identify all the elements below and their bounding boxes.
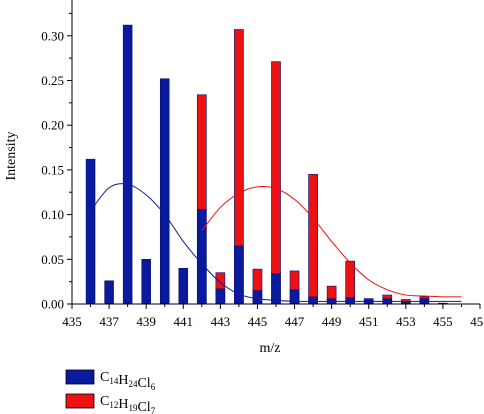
y-tick-label: 0.20	[41, 118, 64, 133]
legend-label-1: C12H19Cl7	[100, 394, 156, 414]
axes	[67, 0, 481, 309]
legend-subscript: 6	[151, 382, 156, 392]
x-axis-title: m/z	[260, 341, 281, 356]
bar-c14h24cl6-441	[178, 267, 189, 305]
y-axis-title: Intensity	[4, 132, 19, 181]
legend-subscript: 24	[128, 379, 138, 389]
legend-element: H	[118, 373, 128, 388]
legend-element: H	[118, 397, 128, 412]
legend-label-0: C14H24Cl6	[100, 370, 156, 392]
legend-element: Cl	[137, 376, 150, 391]
x-tick-label: 441	[174, 314, 194, 329]
y-tick-label: 0.30	[41, 28, 64, 43]
y-tick-label: 0.25	[41, 73, 64, 88]
x-tick-label: 437	[99, 314, 119, 329]
envelope-c14h24cl6	[90, 183, 462, 302]
legend-swatch-1	[65, 393, 95, 409]
legend-subscript: 14	[109, 376, 119, 386]
x-tick-label: 449	[322, 314, 342, 329]
y-tick-label: 0.15	[41, 162, 64, 177]
x-tick-label: 435	[62, 314, 82, 329]
envelope-c12h19cl7	[201, 186, 462, 298]
x-tick-label: 457	[470, 314, 484, 329]
x-tick-label: 443	[211, 314, 231, 329]
x-tick-label: 453	[396, 314, 416, 329]
legend-element: C	[100, 394, 109, 409]
x-tick-label: 451	[359, 314, 379, 329]
bar-c14h24cl6-438	[122, 24, 133, 305]
bar-c14h24cl6-437	[104, 280, 114, 305]
envelope-curves	[90, 183, 462, 302]
legend-subscript: 12	[109, 400, 118, 410]
legend-subscript: 19	[128, 403, 138, 413]
bar-c14h24cl6-448	[308, 296, 318, 305]
x-tick-label: 445	[248, 314, 268, 329]
legend-subscript: 7	[151, 406, 156, 414]
y-tick-label: 0.05	[41, 252, 64, 267]
bar-c12h19cl7-448	[308, 174, 318, 305]
series-c12h19cl7-bars	[196, 29, 430, 305]
x-tick-label: 447	[285, 314, 305, 329]
bar-c14h24cl6-445	[252, 290, 263, 305]
x-tick-label: 455	[433, 314, 453, 329]
bar-c14h24cl6-443	[215, 288, 226, 305]
bar-c14h24cl6-440	[159, 78, 170, 305]
y-tick-label: 0.00	[41, 297, 64, 312]
legend-swatch-0	[65, 369, 95, 385]
bar-c14h24cl6-442	[197, 208, 207, 305]
legend-element: Cl	[137, 400, 150, 414]
bar-c14h24cl6-446	[271, 273, 281, 305]
series-c14h24cl6-bars	[85, 24, 448, 305]
y-tick-label: 0.10	[41, 207, 64, 222]
bar-c14h24cl6-436	[85, 158, 96, 305]
x-tick-label: 439	[136, 314, 156, 329]
bar-c12h19cl7-446	[271, 61, 281, 305]
legend-element: C	[100, 370, 109, 385]
bar-c14h24cl6-439	[141, 259, 151, 305]
tick-labels: 435 437 439 441 443 445 447 449 451 453 455 457 0.00…	[41, 28, 484, 329]
